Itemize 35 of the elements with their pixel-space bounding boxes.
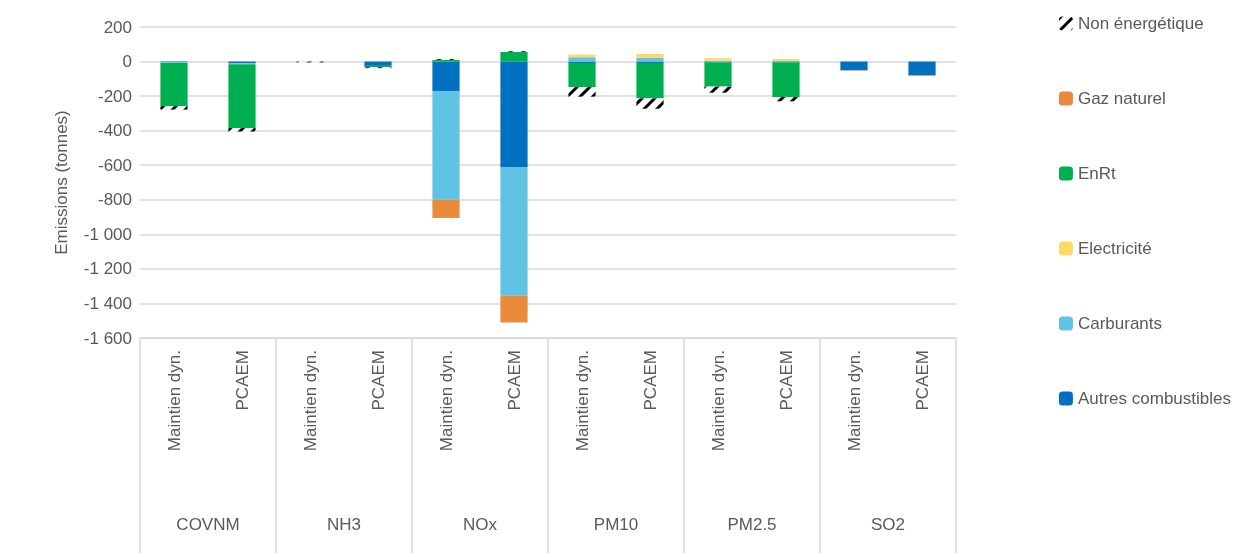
y-tick-label: -1 200 <box>83 259 132 279</box>
y-tick-label: -1 400 <box>83 293 132 313</box>
x-tick-label: PCAEM <box>232 350 252 411</box>
text: NH3 <box>326 515 362 534</box>
legend-label: Non énergétique <box>1077 14 1204 33</box>
x-tick-label: Maintien dyn. <box>436 350 456 452</box>
text: NOx <box>463 515 498 534</box>
y-tick-label: 0 <box>122 52 132 72</box>
y-tick-label: -800 <box>97 190 132 210</box>
x-tick-label: PCAEM <box>504 350 524 411</box>
x-tick-label: Maintien dyn. <box>164 350 184 452</box>
y-tick-label: -1 600 <box>83 328 132 348</box>
legend-label: Gaz naturel <box>1077 89 1166 108</box>
y-tick-label: -400 <box>97 121 132 141</box>
legend-label: Carburants <box>1077 314 1163 333</box>
y-tick-label: 200 <box>103 17 132 37</box>
legend-label: EnRt <box>1077 164 1116 183</box>
text: COVNM <box>176 515 240 534</box>
x-tick-label: PCAEM <box>640 350 660 411</box>
text: PM10 <box>593 515 639 534</box>
y-tick-label: -600 <box>97 155 132 175</box>
x-tick-label: PCAEM <box>776 350 796 411</box>
x-tick-label: Maintien dyn. <box>708 350 728 452</box>
text: SO2 <box>870 515 906 534</box>
x-tick-label: Maintien dyn. <box>572 350 592 452</box>
x-tick-label: PCAEM <box>368 350 388 411</box>
x-tick-label: Maintien dyn. <box>844 350 864 452</box>
x-tick-label: PCAEM <box>912 350 932 411</box>
y-axis-title: Emissions (tonnes) <box>52 110 71 255</box>
legend-label: Electricité <box>1077 239 1152 258</box>
legend-label: Autres combustibles <box>1077 389 1232 408</box>
y-tick-label: -200 <box>97 86 132 106</box>
y-tick-label: -1 000 <box>83 224 132 244</box>
text: PM2.5 <box>727 515 777 534</box>
x-tick-label: Maintien dyn. <box>300 350 320 452</box>
